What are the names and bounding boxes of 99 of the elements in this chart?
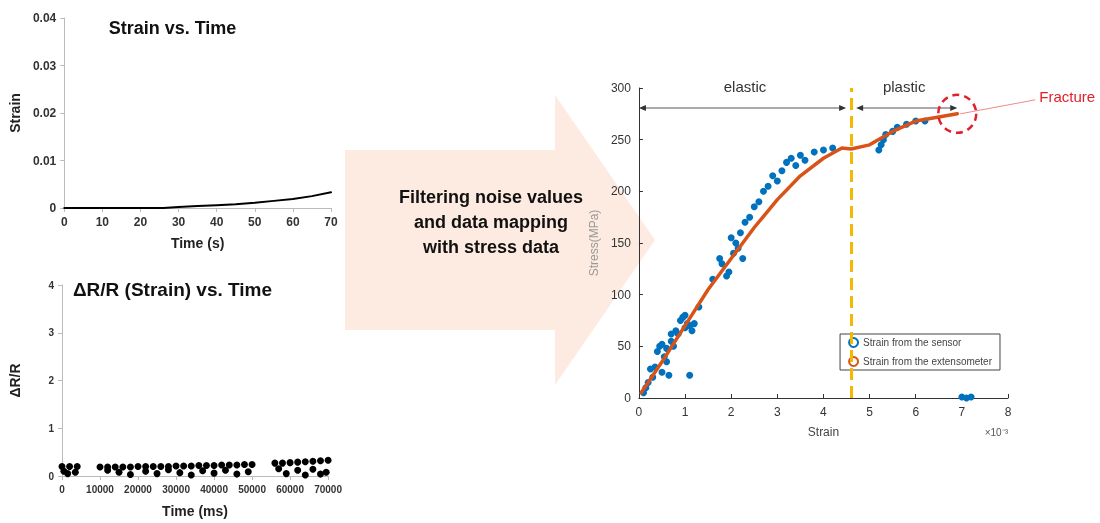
annotation: plastic bbox=[882, 78, 926, 95]
x-tick-label: 40 bbox=[210, 215, 224, 229]
x-tick-label: 20 bbox=[133, 215, 148, 229]
y-tick-label: 0 bbox=[624, 391, 632, 405]
y-axis-title: Strain bbox=[7, 93, 23, 133]
point bbox=[322, 468, 330, 476]
y-tick-label: 0 bbox=[48, 470, 55, 482]
x-tick-label: 7 bbox=[958, 405, 966, 419]
x-tick-label: 0 bbox=[635, 405, 643, 419]
x-tick-label: 60 bbox=[286, 215, 300, 229]
y-tick-label: 0.01 bbox=[32, 153, 57, 168]
y-tick-label: 1 bbox=[48, 422, 55, 434]
y-tick-label: 200 bbox=[610, 184, 632, 199]
x-tick-label: 50000 bbox=[238, 483, 267, 495]
point bbox=[294, 458, 302, 466]
point bbox=[202, 462, 210, 469]
x-tick-label: 8 bbox=[1004, 405, 1012, 419]
x-tick-label: 2 bbox=[727, 405, 735, 419]
chart-title: ΔR/R (Strain) vs. Time bbox=[72, 279, 273, 300]
point bbox=[180, 462, 188, 470]
point bbox=[187, 471, 195, 479]
point bbox=[275, 465, 283, 473]
x-tick-label: 10000 bbox=[86, 483, 115, 495]
y-tick-label: 0 bbox=[49, 201, 57, 215]
y-axis-title: Stress(MPa) bbox=[587, 209, 601, 277]
point bbox=[134, 462, 142, 470]
x-tick-label: 4 bbox=[820, 405, 828, 419]
point bbox=[126, 471, 134, 479]
point bbox=[282, 470, 290, 478]
point bbox=[317, 470, 324, 478]
point bbox=[233, 470, 241, 478]
y-tick-label: 50 bbox=[617, 339, 632, 354]
point bbox=[221, 466, 229, 474]
text: ×10⁻³ bbox=[984, 427, 1009, 438]
point bbox=[309, 465, 317, 473]
point bbox=[111, 463, 119, 471]
x-tick-label: 70 bbox=[324, 215, 338, 229]
point bbox=[176, 469, 184, 477]
x-axis-title: Strain bbox=[807, 425, 840, 439]
point bbox=[153, 470, 161, 478]
y-tick-label: 4 bbox=[48, 279, 55, 291]
x-tick-label: 5 bbox=[866, 405, 874, 419]
point bbox=[278, 459, 286, 467]
point bbox=[157, 462, 165, 470]
y-tick-label: 0.02 bbox=[32, 106, 57, 120]
y-tick-label: 0.03 bbox=[32, 58, 57, 73]
x-tick-label: 6 bbox=[912, 405, 920, 419]
point bbox=[187, 462, 195, 470]
x-tick-label: 50 bbox=[248, 215, 262, 229]
point bbox=[271, 459, 279, 467]
point bbox=[119, 463, 127, 471]
chart-title: Strain vs. Time bbox=[108, 18, 237, 38]
y-tick-label: 2 bbox=[48, 375, 55, 386]
text: Filtering noise values and data mapping with stress data bbox=[397, 186, 585, 259]
point bbox=[301, 458, 309, 466]
point bbox=[149, 462, 157, 470]
legend-label: Strain from the sensor bbox=[863, 337, 963, 348]
y-tick-label: 250 bbox=[610, 132, 632, 147]
annotation: Fracture bbox=[1039, 87, 1096, 105]
point bbox=[240, 461, 248, 469]
point bbox=[309, 457, 317, 465]
point bbox=[244, 468, 252, 476]
point bbox=[66, 462, 74, 470]
x-tick-label: 0 bbox=[59, 483, 66, 495]
annotation: elastic bbox=[723, 78, 767, 95]
point bbox=[286, 459, 294, 467]
x-tick-label: 20000 bbox=[124, 483, 153, 495]
y-tick-label: 150 bbox=[610, 236, 632, 250]
x-tick-label: 10 bbox=[95, 215, 110, 229]
x-tick-label: 70000 bbox=[314, 483, 343, 495]
point bbox=[301, 471, 309, 479]
legend-label: Strain from the extensometer bbox=[863, 356, 993, 367]
y-tick-label: 100 bbox=[610, 287, 632, 302]
x-tick-label: 0 bbox=[60, 215, 68, 229]
y-tick-label: 3 bbox=[48, 327, 55, 339]
point bbox=[199, 467, 207, 475]
point bbox=[294, 466, 302, 474]
point bbox=[71, 468, 79, 476]
x-tick-label: 60000 bbox=[276, 483, 305, 495]
x-tick-label: 30000 bbox=[162, 483, 191, 495]
point bbox=[210, 462, 218, 469]
point bbox=[73, 462, 81, 470]
x-tick-label: 1 bbox=[681, 405, 689, 419]
point bbox=[324, 456, 332, 464]
x-axis-title: Time (s) bbox=[170, 235, 225, 251]
point bbox=[164, 466, 172, 474]
y-tick-label: 300 bbox=[610, 81, 632, 95]
point bbox=[317, 457, 324, 465]
point bbox=[126, 463, 134, 471]
point bbox=[225, 461, 233, 469]
y-axis-title: ΔR/R bbox=[7, 363, 23, 398]
point bbox=[248, 461, 256, 469]
x-tick-label: 30 bbox=[171, 215, 186, 229]
point bbox=[218, 461, 226, 469]
x-tick-label: 3 bbox=[773, 405, 781, 419]
x-tick-label: 40000 bbox=[200, 483, 229, 495]
x-axis-title: Time (ms) bbox=[162, 503, 228, 519]
y-tick-label: 0.04 bbox=[32, 11, 57, 25]
point bbox=[195, 462, 203, 469]
